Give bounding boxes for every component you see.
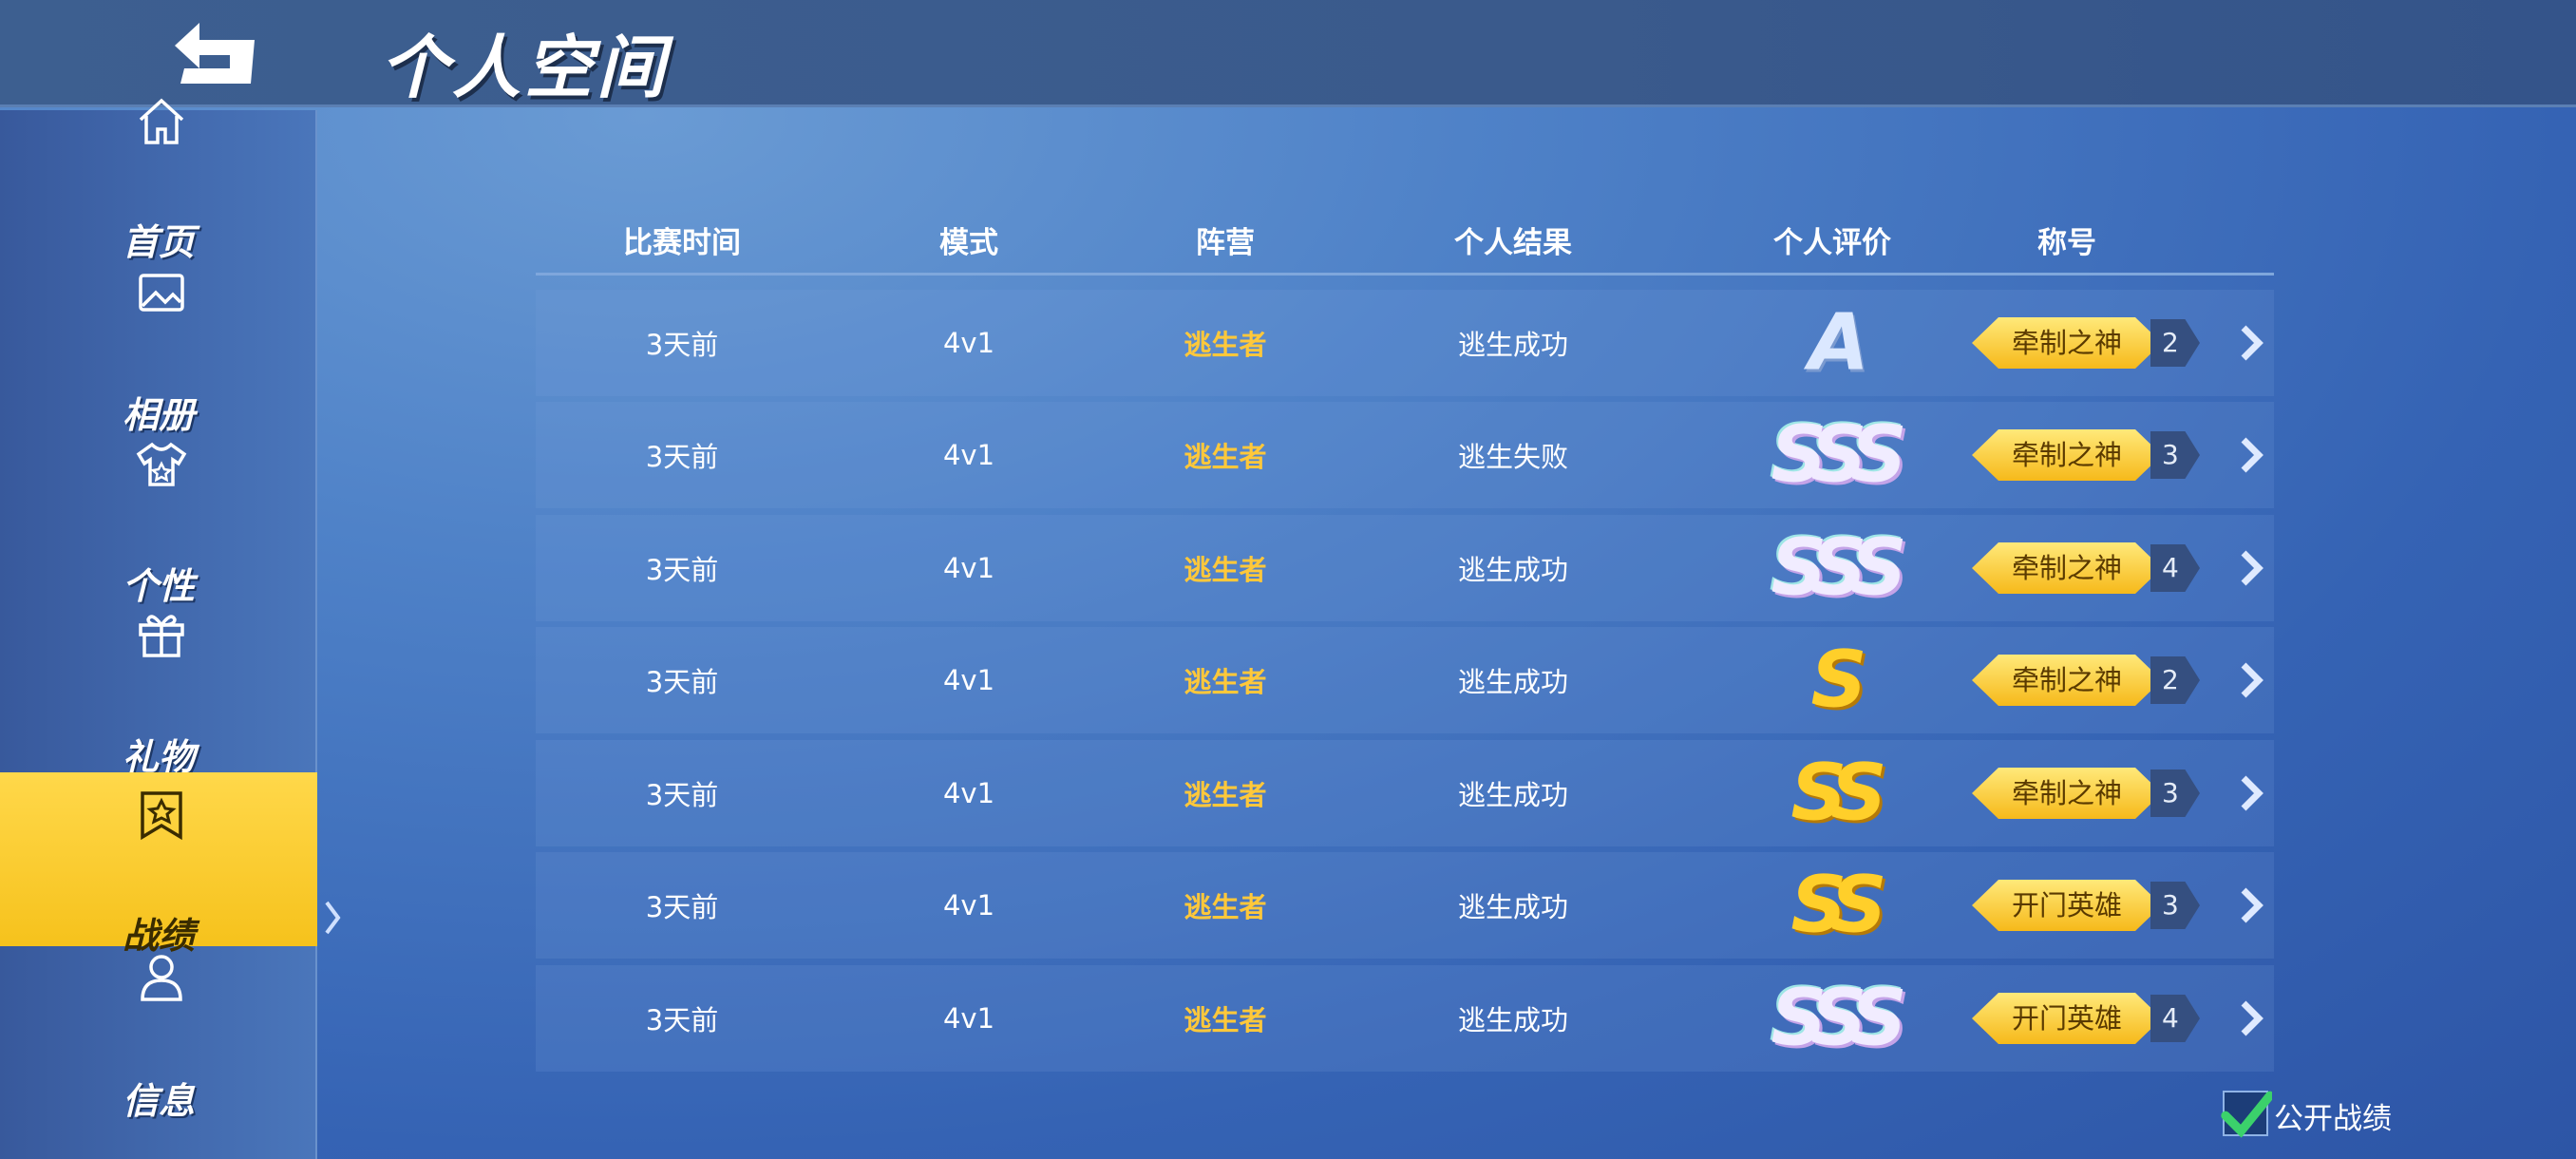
camp: 逃生者 (1184, 554, 1267, 586)
title-count: 2 (2150, 319, 2200, 367)
col-result: 个人结果 (1454, 226, 1572, 260)
title-badge: 牵制之神 (1972, 429, 2162, 481)
sidebar-item-label: 个性 (122, 565, 195, 607)
mode: 4v1 (942, 664, 995, 696)
badge-star-icon (141, 791, 182, 841)
title-count: 4 (2150, 544, 2200, 592)
sidebar-item-5[interactable]: 信息 (0, 940, 317, 1122)
grade-emblem: SS (1790, 860, 1886, 951)
chevron-right-icon[interactable] (2238, 549, 2264, 587)
table-row[interactable]: 3天前 4v1 逃生者 逃生失败 SSS 牵制之神 3 (536, 402, 2274, 508)
camp: 逃生者 (1184, 329, 1267, 361)
chevron-right-icon[interactable] (2238, 661, 2264, 699)
match-time: 3天前 (645, 554, 719, 586)
sidebar-item-4[interactable]: 战绩 (0, 772, 317, 957)
col-mode: 模式 (939, 226, 998, 260)
col-camp: 阵营 (1196, 226, 1255, 260)
title-badge: 牵制之神 (1972, 655, 2162, 706)
home-icon (139, 98, 184, 144)
grade-emblem: SSS (1771, 973, 1906, 1064)
result: 逃生成功 (1457, 891, 1569, 923)
camp: 逃生者 (1184, 891, 1267, 923)
title-badge: 开门英雄 (1972, 993, 2162, 1044)
title-badge: 开门英雄 (1972, 880, 2162, 931)
match-time: 3天前 (645, 666, 719, 698)
table-row[interactable]: 3天前 4v1 逃生者 逃生成功 A 牵制之神 2 (536, 290, 2274, 396)
title-count: 3 (2150, 882, 2200, 929)
chevron-right-icon[interactable] (2238, 324, 2264, 362)
chevron-right-icon[interactable] (2238, 886, 2264, 924)
chevron-right-icon[interactable] (2238, 436, 2264, 474)
mode: 4v1 (942, 889, 995, 922)
sidebar-item-3[interactable]: 礼物 (0, 598, 317, 778)
chevron-right-icon[interactable] (2238, 999, 2264, 1037)
result: 逃生成功 (1457, 666, 1569, 698)
match-time: 3天前 (645, 891, 719, 923)
sidebar-item-label: 信息 (122, 1080, 195, 1122)
title-badge: 牵制之神 (1972, 768, 2162, 819)
mode: 4v1 (942, 552, 995, 584)
col-time: 比赛时间 (623, 226, 741, 260)
checkmark-icon (2221, 1091, 2272, 1138)
mode: 4v1 (942, 1002, 995, 1035)
result: 逃生成功 (1457, 329, 1569, 361)
title-count: 4 (2150, 995, 2200, 1042)
sidebar-item-label: 相册 (122, 394, 195, 436)
table-row[interactable]: 3天前 4v1 逃生者 逃生成功 SSS 开门英雄 4 (536, 965, 2274, 1072)
grade-emblem: A (1809, 297, 1869, 389)
mode: 4v1 (942, 777, 995, 809)
match-time: 3天前 (645, 329, 719, 361)
table-row[interactable]: 3天前 4v1 逃生者 逃生成功 SS 牵制之神 3 (536, 740, 2274, 846)
sidebar-item-label: 礼物 (122, 736, 195, 778)
title-badge: 牵制之神 (1972, 317, 2162, 369)
grade-emblem: SSS (1771, 522, 1906, 614)
match-time: 3天前 (645, 779, 719, 811)
table-row[interactable]: 3天前 4v1 逃生者 逃生成功 SS 开门英雄 3 (536, 852, 2274, 959)
user-icon (141, 955, 182, 1001)
back-arrow-icon[interactable] (171, 21, 258, 86)
col-grade: 个人评价 (1773, 226, 1891, 260)
chevron-right-icon[interactable] (2238, 774, 2264, 812)
match-time: 3天前 (645, 1004, 719, 1036)
public-record-checkbox[interactable] (2221, 1091, 2272, 1138)
gift-icon (139, 615, 184, 657)
grade-emblem: SS (1790, 748, 1886, 839)
image-icon (139, 274, 184, 312)
sidebar-item-label: 首页 (122, 221, 195, 263)
result: 逃生成功 (1457, 779, 1569, 811)
col-title: 称号 (2037, 226, 2096, 260)
camp: 逃生者 (1184, 666, 1267, 698)
title-count: 2 (2150, 656, 2200, 704)
title-count: 3 (2150, 431, 2200, 479)
grade-emblem: SSS (1771, 409, 1906, 501)
title-badge: 牵制之神 (1972, 542, 2162, 594)
sidebar-item-label: 战绩 (122, 915, 195, 957)
page-title: 个人空间 (380, 28, 670, 107)
mode: 4v1 (942, 327, 995, 359)
sidebar-item-0[interactable]: 首页 (0, 86, 317, 263)
result: 逃生失败 (1457, 441, 1569, 473)
shirt-icon (136, 442, 187, 486)
top-bar: 个人空间 (0, 0, 2576, 107)
grade-emblem: S (1810, 635, 1866, 726)
camp: 逃生者 (1184, 441, 1267, 473)
result: 逃生成功 (1457, 554, 1569, 586)
title-count: 3 (2150, 770, 2200, 817)
table-header: 比赛时间 模式 阵营 个人结果 个人评价 称号 (536, 209, 2274, 276)
table-row[interactable]: 3天前 4v1 逃生者 逃生成功 S 牵制之神 2 (536, 627, 2274, 733)
match-time: 3天前 (645, 441, 719, 473)
result: 逃生成功 (1457, 1004, 1569, 1036)
table-row[interactable]: 3天前 4v1 逃生者 逃生成功 SSS 牵制之神 4 (536, 515, 2274, 621)
active-indicator-icon (325, 901, 341, 935)
camp: 逃生者 (1184, 779, 1267, 811)
public-record-label[interactable]: 公开战绩 (2274, 1102, 2392, 1136)
sidebar-item-1[interactable]: 相册 (0, 256, 317, 436)
mode: 4v1 (942, 439, 995, 471)
sidebar-item-2[interactable]: 个性 (0, 428, 317, 607)
camp: 逃生者 (1184, 1004, 1267, 1036)
